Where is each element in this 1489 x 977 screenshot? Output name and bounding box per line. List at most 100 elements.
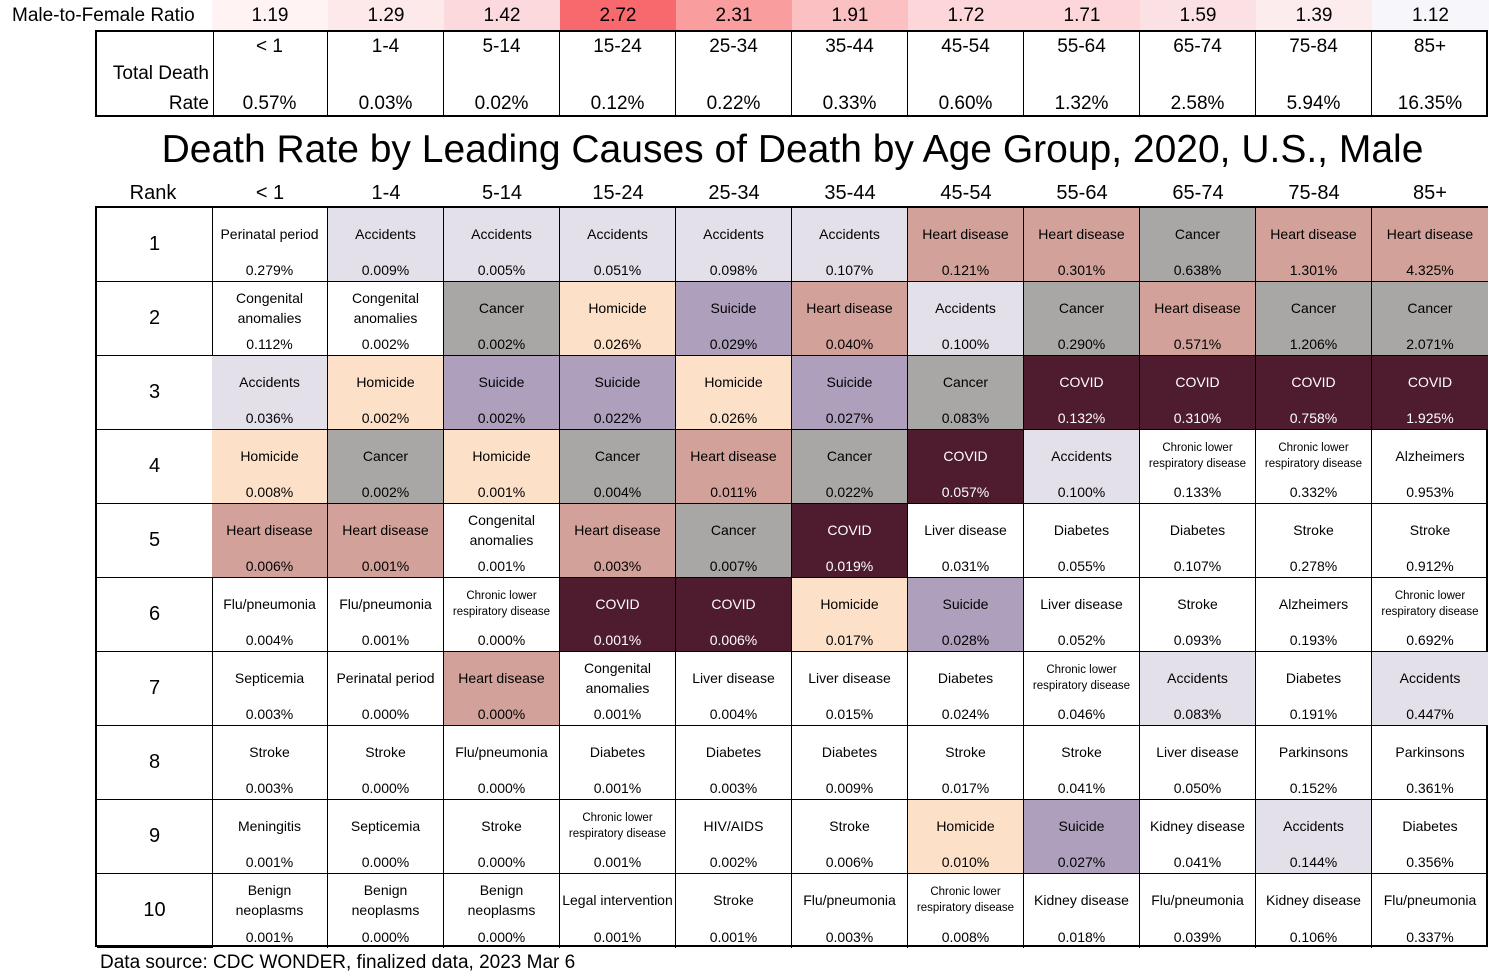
cause-name: Chronic lower respiratory disease [568, 812, 667, 840]
rank-cell: 6 [97, 578, 213, 652]
cause-name: Diabetes [589, 744, 646, 760]
cause-rate: 0.001% [593, 706, 642, 722]
cause-name: COVID [827, 522, 872, 538]
cause-cell: Accidents 0.036% [212, 356, 328, 430]
cause-name: Cancer [478, 300, 525, 316]
total-label-cell: Total Death Rate [97, 32, 214, 115]
cause-rate: 0.026% [593, 336, 642, 352]
cause-cell: Cancer 0.083% [908, 356, 1024, 430]
cause-cell: Benign neoplasms 0.000% [444, 874, 560, 948]
cause-name: Suicide [710, 300, 757, 316]
cause-rate: 0.001% [593, 854, 642, 870]
cause-name: Accidents [471, 226, 532, 242]
cause-name: Stroke [713, 892, 754, 908]
rank-cell: 3 [97, 356, 213, 430]
cause-name: Stroke [945, 744, 986, 760]
cause-cell: Cancer 2.071% [1372, 282, 1488, 356]
cause-cell: Benign neoplasms 0.000% [328, 874, 444, 948]
total-column: 25-34 0.22% [676, 32, 792, 115]
total-age-label: 55-64 [1057, 36, 1106, 57]
cause-rate: 4.325% [1406, 262, 1454, 278]
cause-rate: 0.008% [941, 929, 990, 945]
cause-rate: 0.003% [709, 780, 758, 796]
cause-name: Flu/pneumonia [339, 596, 432, 612]
cause-rate: 0.002% [361, 484, 410, 500]
cause-rate: 0.031% [941, 558, 990, 574]
cause-rate: 0.005% [477, 262, 526, 278]
cause-rate: 0.003% [245, 780, 294, 796]
cause-cell: Suicide 0.027% [1024, 800, 1140, 874]
cause-name: Stroke [1061, 744, 1102, 760]
ratio-cell: 1.39 [1256, 0, 1372, 30]
cause-name: Liver disease [924, 522, 1007, 538]
cause-rate: 0.121% [941, 262, 990, 278]
cause-rate: 0.112% [246, 336, 293, 352]
cause-rate: 0.001% [477, 484, 526, 500]
cause-name: Cancer [826, 448, 873, 464]
cause-rate: 0.000% [477, 929, 526, 945]
cause-cell: COVID 1.925% [1372, 356, 1488, 430]
cause-cell: Stroke 0.093% [1140, 578, 1256, 652]
cause-cell: Alzheimers 0.193% [1256, 578, 1372, 652]
cause-cell: COVID 0.758% [1256, 356, 1372, 430]
cause-cell: Accidents 0.083% [1140, 652, 1256, 726]
cause-rate: 0.006% [709, 632, 758, 648]
cause-rate: 0.571% [1173, 336, 1222, 352]
cause-cell: Suicide 0.028% [908, 578, 1024, 652]
age-header: 5-14 [481, 182, 523, 204]
cause-name: Congenital anomalies [236, 290, 303, 326]
cause-name: Diabetes [1402, 818, 1458, 834]
age-header: 1-4 [371, 182, 401, 204]
cause-rate: 0.083% [941, 410, 990, 426]
cause-cell: COVID 0.132% [1024, 356, 1140, 430]
cause-rate: 0.279% [245, 262, 294, 278]
rank-cell: 2 [97, 282, 213, 356]
cause-name: Homicide [704, 374, 763, 390]
cause-cell: Homicide 0.026% [676, 356, 792, 430]
cause-cell: Accidents 0.098% [676, 208, 792, 282]
cause-cell: COVID 0.001% [560, 578, 676, 652]
cause-name: Liver disease [1156, 744, 1239, 760]
cause-rate: 0.004% [709, 706, 758, 722]
cause-cell: Heart disease 0.571% [1140, 282, 1256, 356]
cause-rate: 0.001% [477, 558, 526, 574]
cause-name: Cancer [1174, 226, 1221, 242]
cause-rate: 2.071% [1406, 336, 1454, 352]
cause-cell: Liver disease 0.015% [792, 652, 908, 726]
cause-rate: 0.001% [245, 854, 294, 870]
cause-name: COVID [1059, 374, 1104, 390]
rank-cell: 8 [97, 726, 213, 800]
cause-name: Congenital anomalies [352, 290, 419, 326]
total-age-label: < 1 [256, 36, 283, 57]
cause-rate: 0.009% [361, 262, 410, 278]
cause-cell: Accidents 0.009% [328, 208, 444, 282]
rank-cell: 10 [97, 874, 213, 948]
total-death-rate-table: Total Death Rate < 1 0.57% 1-4 0.03% 5-14 0.02%… [95, 30, 1488, 117]
cause-name: Kidney disease [1266, 892, 1361, 908]
cause-name: Chronic lower respiratory disease [1264, 442, 1363, 470]
cause-name: HIV/AIDS [703, 818, 764, 834]
cause-cell: Congenital anomalies 0.002% [328, 282, 444, 356]
cause-rate: 0.337% [1406, 929, 1454, 945]
cause-name: Heart disease [1154, 300, 1241, 316]
cause-rate: 0.290% [1057, 336, 1106, 352]
cause-name: Cancer [710, 522, 757, 538]
cause-name: Suicide [478, 374, 525, 390]
cause-cell: Diabetes 0.009% [792, 726, 908, 800]
cause-rate: 1.301% [1289, 262, 1338, 278]
cause-rate: 0.010% [941, 854, 990, 870]
cause-cell: Diabetes 0.191% [1256, 652, 1372, 726]
cause-rate: 0.003% [593, 558, 642, 574]
cause-cell: COVID 0.310% [1140, 356, 1256, 430]
cause-name: Liver disease [692, 670, 775, 686]
cause-cell: Diabetes 0.001% [560, 726, 676, 800]
cause-rate: 0.041% [1173, 854, 1222, 870]
cause-rate: 0.100% [941, 336, 990, 352]
age-header: 85+ [1413, 182, 1447, 204]
cause-rate: 0.638% [1173, 262, 1222, 278]
cause-name: Septicemia [234, 670, 305, 686]
cause-name: Kidney disease [1150, 818, 1245, 834]
cause-cell: Alzheimers 0.953% [1372, 430, 1488, 504]
cause-cell: Kidney disease 0.018% [1024, 874, 1140, 948]
cause-name: Heart disease [806, 300, 893, 316]
